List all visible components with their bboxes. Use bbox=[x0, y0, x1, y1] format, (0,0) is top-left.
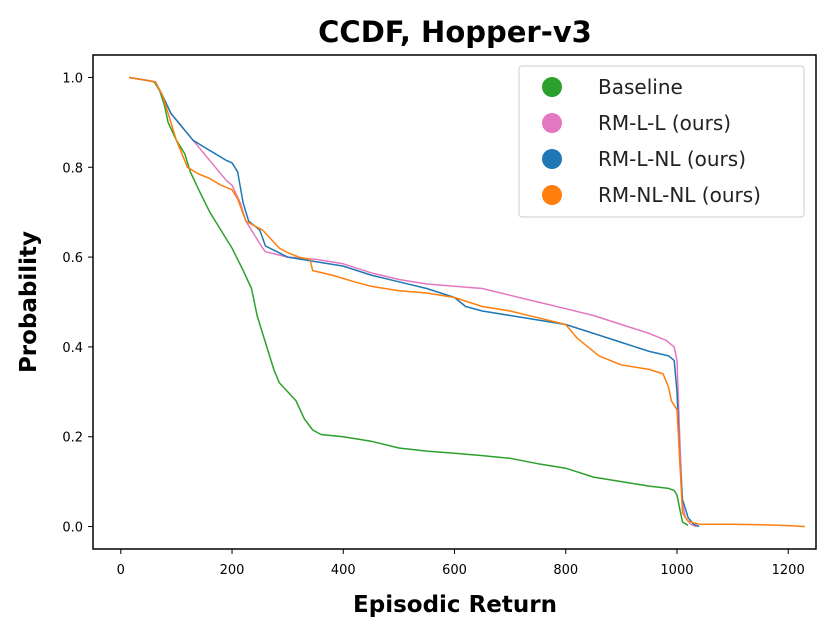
legend-label: Baseline bbox=[598, 75, 683, 99]
series-line-2 bbox=[129, 76, 700, 528]
x-tick-label: 1000 bbox=[660, 563, 693, 578]
y-axis: 0.0 0.2 0.4 0.6 0.8 1.0 bbox=[62, 71, 93, 536]
x-tick-label: 600 bbox=[442, 563, 467, 578]
legend-label: RM-L-NL (ours) bbox=[598, 147, 746, 171]
x-tick-label: 1200 bbox=[772, 563, 805, 578]
y-tick-label: 0.6 bbox=[62, 251, 83, 266]
series-line-1 bbox=[129, 76, 697, 528]
x-tick-label: 200 bbox=[220, 563, 245, 578]
x-axis-label: Episodic Return bbox=[353, 592, 557, 618]
legend-box bbox=[518, 65, 805, 218]
x-tick-label: 400 bbox=[331, 563, 356, 578]
x-tick-label: 0 bbox=[117, 563, 125, 578]
y-tick-label: 0.0 bbox=[62, 521, 83, 536]
legend-marker bbox=[542, 149, 562, 169]
y-tick-label: 1.0 bbox=[62, 71, 83, 86]
x-axis: 0 200 400 600 800 1000 1200 bbox=[117, 549, 805, 578]
legend-marker bbox=[542, 77, 562, 97]
chart-title: CCDF, Hopper-v3 bbox=[318, 15, 592, 49]
legend-label: RM-NL-NL (ours) bbox=[598, 183, 761, 207]
y-tick-label: 0.4 bbox=[62, 341, 83, 356]
series-line-3 bbox=[129, 76, 805, 528]
legend-label: RM-L-L (ours) bbox=[598, 111, 731, 135]
plot-area bbox=[129, 76, 805, 528]
y-tick-label: 0.2 bbox=[62, 431, 83, 446]
series-line-0 bbox=[129, 76, 689, 526]
x-tick-label: 800 bbox=[553, 563, 578, 578]
legend-marker bbox=[542, 185, 562, 205]
legend: Baseline RM-L-L (ours) RM-L-NL (ours) RM-NL… bbox=[518, 65, 805, 218]
legend-marker bbox=[542, 113, 562, 133]
y-tick-label: 0.8 bbox=[62, 161, 83, 176]
y-axis-label: Probability bbox=[16, 231, 42, 373]
